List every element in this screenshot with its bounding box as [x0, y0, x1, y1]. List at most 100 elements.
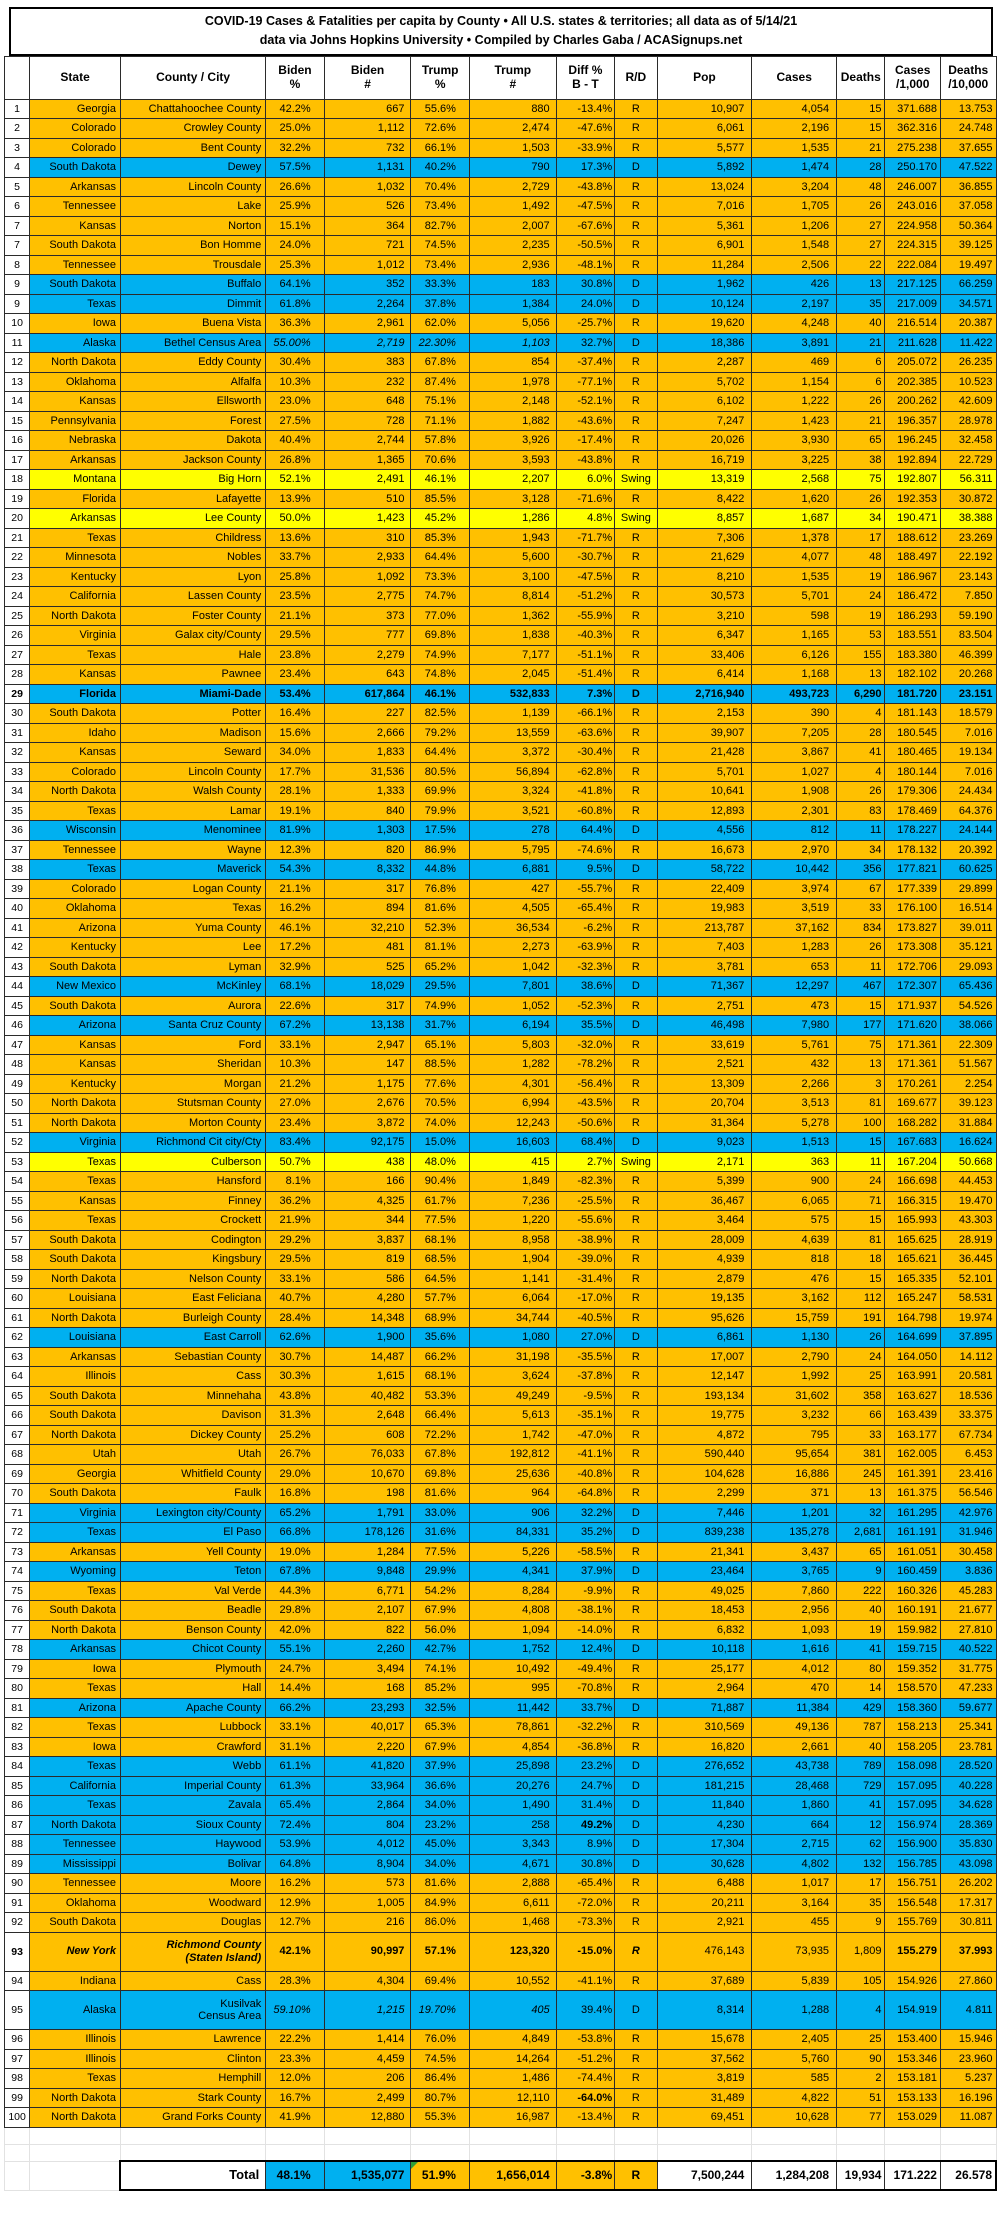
cell-county: Cass	[119, 1970, 267, 1992]
cell-county: Hansford	[119, 1171, 267, 1192]
cell-bn: 822	[323, 1619, 412, 1641]
column-header-cases: Cases	[751, 55, 838, 100]
cell-state: Texas	[29, 1717, 121, 1738]
table-row: 14 Kansas Ellsworth 23.0% 648 75.1% 2,148 -52.1…	[3, 391, 997, 412]
cell-cpk: 186.293	[884, 605, 941, 627]
cell-dpk: 23.781	[939, 1736, 997, 1758]
cell-county: Pawnee	[119, 664, 267, 685]
cell-rd: R	[614, 1892, 658, 1914]
cell-pop: 10,641	[656, 781, 753, 802]
cell-cpk: 157.095	[884, 1775, 941, 1797]
cell-state: New Mexico	[29, 976, 121, 997]
cell-dpk: 14.112	[939, 1346, 997, 1368]
cell-state: Tennessee	[29, 196, 121, 217]
cell-tp: 67.9%	[410, 1736, 470, 1758]
cell-cases: 2,790	[751, 1346, 838, 1368]
cell-tn: 4,505	[468, 898, 557, 919]
table-row: 56 Texas Crockett 21.9% 344 77.5% 1,220 -55.6% R…	[3, 1210, 997, 1231]
cell-county: Sebastian County	[119, 1346, 267, 1368]
cell-county: Teton	[119, 1561, 267, 1582]
cell-bn: 32,210	[323, 917, 412, 939]
cell-county: Nelson County	[119, 1268, 267, 1290]
table-row: 40 Oklahoma Texas 16.2% 894 81.6% 4,505 -65.4% R…	[3, 898, 997, 919]
cell-rank: 8	[3, 254, 31, 276]
cell-cases: 3,930	[751, 430, 838, 451]
cell-state: South Dakota	[29, 157, 121, 178]
cell-diff: -33.9%	[555, 137, 616, 159]
cell-cpk: 167.683	[884, 1132, 941, 1153]
cell-cases: 390	[751, 703, 838, 724]
table-row: 76 South Dakota Beadle 29.8% 2,107 67.9% 4,808…	[3, 1600, 997, 1621]
cell-pop: 22,409	[656, 878, 753, 900]
cell-county: Santa Cruz County	[119, 1015, 267, 1036]
table-row: 8 Tennessee Trousdale 25.3% 1,012 73.4% 2,936-…	[3, 254, 997, 276]
table-row: 60 Louisiana East Feliciana 40.7% 4,280 57.7%…	[3, 1288, 997, 1309]
cell-deaths: 222	[836, 1580, 886, 1602]
cell-county: Dewey	[119, 157, 267, 178]
cell-cpk: 162.005	[884, 1444, 941, 1465]
cell-bp: 23.0%	[265, 391, 325, 412]
cell-deaths: 358	[836, 1385, 886, 1407]
cell-bp: 15.6%	[265, 722, 325, 744]
table-row: 85 California Imperial County 61.3% 33,964 36…	[3, 1775, 997, 1797]
table-row: 11 Alaska Bethel Census Area 55.00% 2,719 22.…	[3, 332, 997, 354]
cell-dpk: 20.392	[939, 839, 997, 861]
cell-county: Galax city/County	[119, 625, 267, 646]
cell-cpk: 165.625	[884, 1229, 941, 1251]
cell-bp: 10.3%	[265, 371, 325, 393]
cell-bn: 31,536	[323, 761, 412, 783]
cell-tn: 258	[468, 1814, 557, 1836]
cell-cpk: 171.361	[884, 1054, 941, 1075]
cell-bp: 42.1%	[265, 1931, 325, 1972]
cell-rank: 40	[3, 898, 31, 919]
cell-deaths: 65	[836, 1541, 886, 1563]
cell-diff: -43.8%	[555, 176, 616, 198]
table-row: 42 Kentucky Lee 17.2% 481 81.1% 2,273 -63.9% R 7,…	[3, 937, 997, 958]
cell-dpk: 30.458	[939, 1541, 997, 1563]
cell-state: North Dakota	[29, 1268, 121, 1290]
cell-dpk: 47.233	[939, 1678, 997, 1699]
cell-bp: 13.9%	[265, 488, 325, 510]
table-row: 57 South Dakota Codington 29.2% 3,837 68.1% 8,…	[3, 1229, 997, 1251]
empty-cell	[555, 2126, 616, 2145]
cell-rd: Swing	[614, 508, 658, 529]
spacer-row	[3, 2126, 997, 2145]
empty-cell	[614, 2143, 658, 2162]
cell-tn: 183	[468, 274, 557, 295]
cell-tp: 76.0%	[410, 2029, 470, 2050]
cell-rank: 7	[3, 215, 31, 237]
cell-county: Douglas	[119, 1912, 267, 1933]
cell-diff: -25.5%	[555, 1190, 616, 1212]
cell-tn: 5,226	[468, 1541, 557, 1563]
cell-cpk: 154.919	[884, 1990, 941, 2031]
cell-rank: 91	[3, 1892, 31, 1914]
cell-diff: -47.6%	[555, 118, 616, 139]
cell-county: Childress	[119, 527, 267, 549]
cell-state: Utah	[29, 1444, 121, 1465]
cell-dpk: 20.387	[939, 313, 997, 334]
cell-pop: 20,211	[656, 1892, 753, 1914]
cell-deaths: 90	[836, 2048, 886, 2070]
cell-bn: 310	[323, 527, 412, 549]
cell-county: Burleigh County	[119, 1307, 267, 1329]
cell-cases: 4,012	[751, 1658, 838, 1680]
cell-county: Walsh County	[119, 781, 267, 802]
cell-tp: 62.0%	[410, 313, 470, 334]
cell-pop: 30,628	[656, 1853, 753, 1875]
table-row: 46 Arizona Santa Cruz County 67.2% 13,138 31.…	[3, 1015, 997, 1036]
cell-deaths: 26	[836, 391, 886, 412]
table-row: 90 Tennessee Moore 16.2% 573 81.6% 2,888 -65.4%…	[3, 1873, 997, 1894]
cell-cases: 1,474	[751, 157, 838, 178]
table-row: 20 Arkansas Lee County 50.0% 1,423 45.2% 1,286…	[3, 508, 997, 529]
cell-cases: 1,154	[751, 371, 838, 393]
cell-tn: 4,341	[468, 1561, 557, 1582]
cell-tp: 81.6%	[410, 1873, 470, 1894]
cell-county: Grand Forks County	[119, 2107, 267, 2128]
cell-dpk: 29.899	[939, 878, 997, 900]
cell-cases: 3,437	[751, 1541, 838, 1563]
cell-cpk: 169.677	[884, 1093, 941, 1114]
cell-deaths: 41	[836, 742, 886, 763]
cell-cpk: 156.785	[884, 1853, 941, 1875]
table-row: 4 South Dakota Dewey 57.5% 1,131 40.2% 790 17.3…	[3, 157, 997, 178]
cell-diff: -70.8%	[555, 1678, 616, 1699]
